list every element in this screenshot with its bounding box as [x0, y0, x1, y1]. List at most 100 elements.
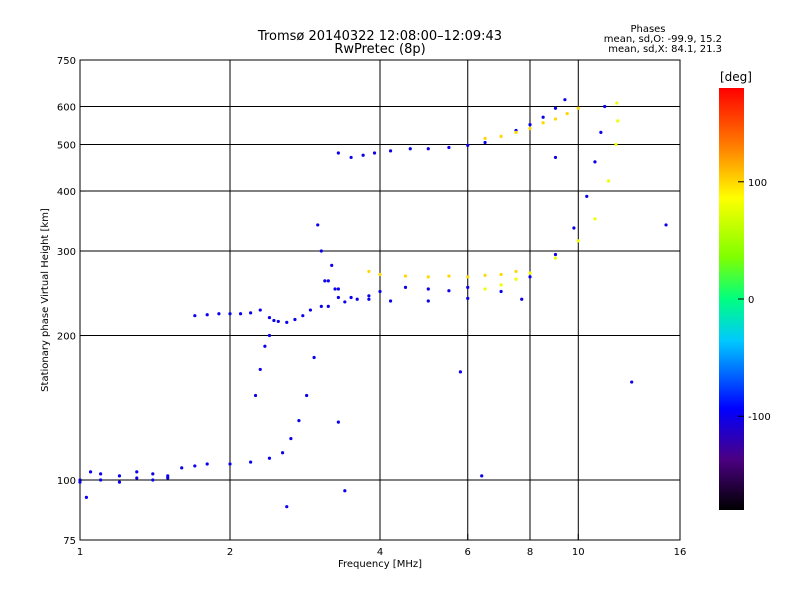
data-point: [205, 462, 209, 466]
data-point: [367, 294, 371, 298]
data-point: [249, 460, 253, 464]
x-tick-label: 16: [674, 547, 687, 558]
y-tick-label: 400: [57, 187, 76, 198]
x-tick-label: 2: [227, 547, 233, 558]
data-point: [361, 153, 365, 157]
y-tick-label: 600: [57, 103, 76, 114]
data-point: [378, 289, 382, 294]
data-point: [426, 275, 430, 279]
data-point: [499, 272, 503, 277]
data-point: [572, 226, 576, 230]
data-point: [301, 314, 305, 318]
data-point: [217, 312, 221, 316]
data-point: [553, 256, 558, 260]
data-point: [193, 464, 197, 468]
stats-line-x: mean, sd,X: 84.1, 21.3: [608, 44, 722, 55]
data-point: [388, 299, 393, 303]
data-point: [326, 279, 330, 283]
data-point: [319, 249, 323, 253]
data-point: [316, 223, 320, 227]
grid-lines: [80, 60, 680, 540]
data-point: [78, 480, 82, 484]
data-point: [614, 142, 618, 147]
data-point: [336, 420, 340, 424]
data-point: [514, 269, 518, 274]
data-point: [367, 297, 371, 301]
colorbar-ticks: 100 0 -100: [738, 178, 771, 423]
x-axis-label: Frequency [MHz]: [338, 559, 422, 570]
y-tick-label: 100: [57, 476, 76, 487]
data-point: [426, 299, 430, 303]
data-point: [403, 285, 408, 289]
data-point: [606, 179, 611, 183]
x-axis-ticks: 1 2 4 6 8 10 16: [77, 534, 687, 558]
data-point: [426, 287, 430, 291]
data-point: [483, 273, 487, 277]
data-point: [285, 505, 289, 509]
data-point: [483, 136, 487, 140]
data-point: [447, 274, 451, 278]
data-point: [466, 285, 470, 289]
data-point: [408, 147, 412, 151]
data-point: [388, 149, 393, 153]
data-point: [117, 480, 122, 484]
x-tick-label: 4: [377, 547, 383, 558]
data-point: [336, 287, 340, 291]
data-point: [293, 317, 297, 322]
data-point: [576, 239, 580, 243]
data-point: [466, 143, 470, 147]
data-point: [483, 287, 487, 291]
data-point: [541, 115, 545, 119]
data-point: [355, 297, 359, 301]
data-point: [305, 393, 309, 398]
data-point: [499, 134, 503, 138]
data-point: [480, 474, 484, 478]
data-point: [253, 393, 258, 398]
data-point: [458, 370, 463, 374]
data-point: [238, 312, 243, 316]
data-point: [193, 314, 197, 318]
stats-heading: Phases: [630, 24, 665, 35]
data-point: [336, 151, 340, 155]
data-point: [308, 308, 313, 312]
data-point: [297, 418, 301, 423]
data-point: [553, 155, 558, 160]
data-point: [541, 121, 545, 125]
data-point: [285, 320, 289, 325]
colorbar-tick-label: 100: [748, 178, 767, 189]
data-point: [267, 456, 272, 460]
data-point: [280, 451, 285, 455]
data-point: [576, 106, 580, 110]
data-points: [78, 98, 668, 509]
data-point: [499, 289, 503, 294]
x-tick-label: 6: [465, 547, 471, 558]
colorbar-tick-label: -100: [748, 412, 771, 423]
data-point: [528, 126, 532, 131]
x-tick-label: 1: [77, 547, 83, 558]
y-tick-label: 200: [57, 332, 76, 343]
data-point: [585, 194, 589, 198]
data-point: [593, 217, 597, 221]
data-point: [228, 462, 232, 466]
data-point: [180, 466, 184, 470]
data-point: [263, 344, 267, 348]
data-point: [205, 313, 209, 317]
data-point: [466, 296, 470, 300]
data-point: [466, 275, 470, 279]
data-point: [326, 304, 330, 309]
data-point: [343, 300, 347, 304]
data-point: [289, 436, 293, 441]
data-point: [553, 106, 558, 110]
data-point: [593, 160, 597, 164]
data-point: [553, 252, 558, 257]
data-point: [372, 151, 377, 155]
data-point: [520, 297, 524, 301]
x-tick-label: 8: [527, 547, 533, 558]
colorbar-label: [deg]: [720, 70, 752, 84]
chart-subtitle: RwPretec (8p): [334, 42, 425, 57]
data-point: [553, 117, 558, 121]
y-tick-label: 75: [63, 536, 76, 547]
data-point: [403, 274, 408, 278]
y-tick-label: 500: [57, 141, 76, 152]
